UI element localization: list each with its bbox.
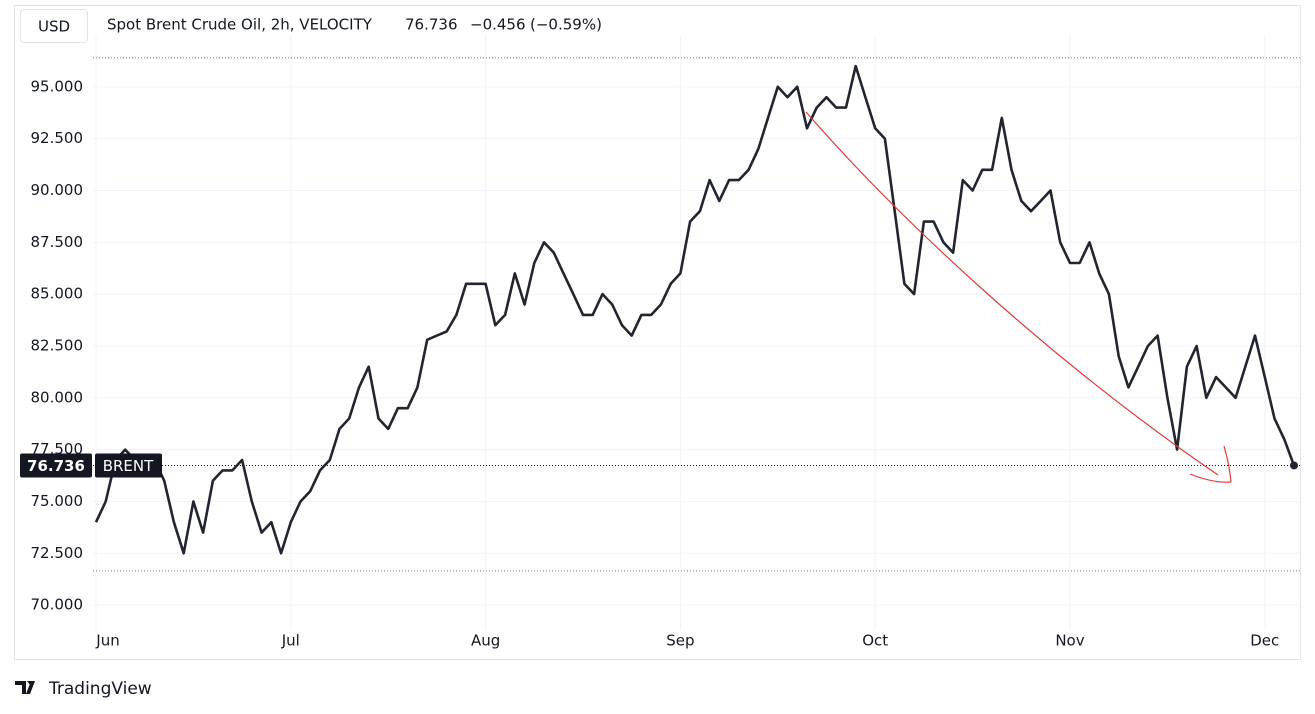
x-tick-label: Jul [281,632,300,650]
last-point [1290,461,1298,470]
logo [15,681,35,694]
price-tag-name-box [95,453,162,478]
y-tick-label: 92.500 [31,129,84,147]
header-change: −0.456 [470,16,526,34]
price-line [94,64,1296,555]
y-tick-label: 75.000 [31,492,84,510]
price-tag: 76.736 BRENT [20,453,162,478]
x-tick-label: Dec [1250,632,1279,650]
header-change-pct: (−0.59%) [530,16,602,34]
branding: TradingView [48,679,152,699]
price-tag-value: 76.736 [27,457,85,475]
y-tick-label: 72.500 [31,544,84,562]
x-tick-label: Jun [95,632,119,650]
x-tick-label: Oct [862,632,888,650]
price-tag-name: BRENT [103,457,154,475]
header-price: 76.736 [405,16,458,34]
y-tick-label: 70.000 [31,596,84,614]
x-tick-label: Sep [666,632,694,650]
y-tick-label: 87.500 [31,233,84,251]
x-tick-label: Aug [471,632,500,650]
y-tick-label: 80.000 [31,388,84,406]
y-tick-label: 85.000 [31,285,84,303]
y-tick-label: 90.000 [31,181,84,199]
y-tick-label: 82.500 [31,336,84,354]
plot [93,64,1300,555]
annotation-arrowhead [1189,445,1232,483]
header-symbol: Spot Brent Crude Oil, 2h, VELOCITY [107,16,373,34]
y-tick-label: 95.000 [31,77,84,95]
price-tag-value-box [20,453,92,478]
grid: 70.00072.50075.00077.50080.00082.50085.0… [31,35,1300,650]
currency[interactable]: USD [38,18,70,36]
x-tick-label: Nov [1055,632,1084,650]
chart-frame [14,5,1301,660]
currency-box[interactable] [20,9,88,43]
annotation-arrow [805,111,1219,476]
